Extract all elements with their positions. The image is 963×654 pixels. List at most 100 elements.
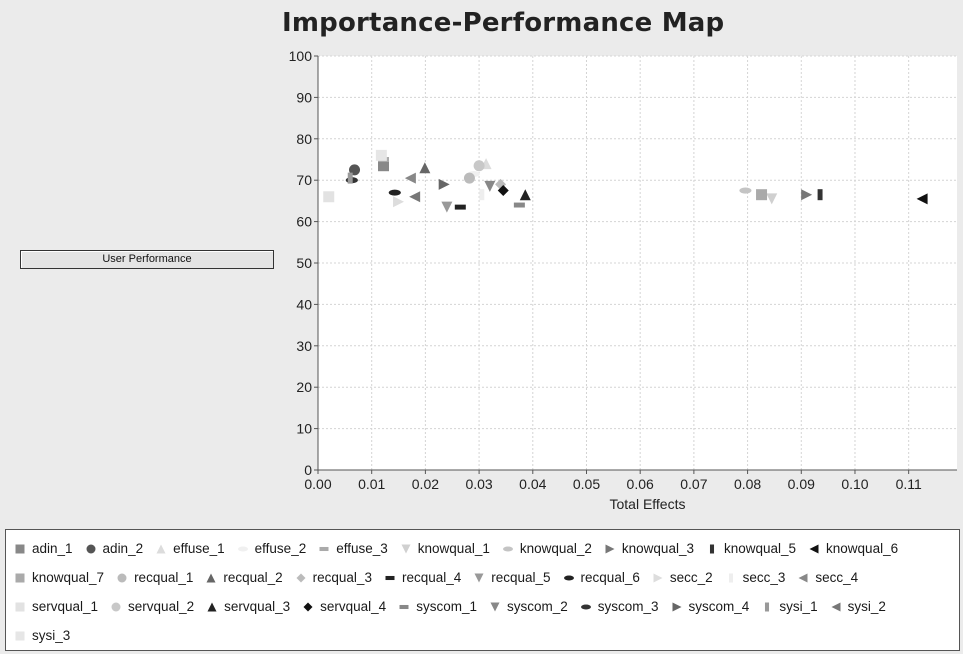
legend-marker-icon [207, 602, 217, 611]
legend-marker-icon [156, 544, 166, 553]
legend-marker [86, 544, 96, 553]
legend-item-syscom_2: syscom_2 [489, 592, 568, 621]
legend-marker-icon [474, 573, 484, 582]
legend-label: knowqual_5 [723, 541, 797, 556]
data-point-knowqual_6 [916, 193, 928, 205]
legend-marker-icon [15, 602, 25, 611]
legend-marker [15, 602, 25, 611]
legend-marker-icon [765, 602, 770, 611]
data-point-sysi_2 [409, 191, 421, 203]
y-tick-label: 70 [296, 172, 312, 188]
legend-marker-icon [15, 544, 25, 553]
user-performance-button[interactable]: User Performance [20, 250, 274, 269]
legend-item-knowqual_5: knowqual_5 [706, 534, 796, 563]
legend-item-adin_1: adin_1 [14, 534, 73, 563]
legend: adin_1 adin_2 effuse_1 effuse_2 effuse_3 know… [5, 529, 960, 651]
data-points [323, 149, 928, 213]
legend-marker-icon [206, 573, 216, 582]
legend-marker [385, 575, 395, 580]
legend-marker [237, 546, 248, 551]
data-point-sysi_1 [347, 172, 353, 184]
legend-label: syscom_1 [416, 599, 477, 614]
x-tick-label: 0.00 [304, 476, 331, 492]
legend-item-knowqual_7: knowqual_7 [14, 563, 104, 592]
legend-marker [709, 544, 714, 553]
x-tick-label: 0.05 [573, 476, 600, 492]
legend-marker-icon [319, 546, 329, 551]
legend-item-secc_2: secc_2 [652, 563, 713, 592]
data-point-syscom_2 [484, 180, 496, 192]
data-point-knowqual_7 [756, 189, 768, 201]
legend-marker-icon [385, 575, 395, 580]
data-point-servqual_4 [497, 185, 509, 197]
data-point-recqual_2 [419, 162, 431, 174]
legend-item-knowqual_2: knowqual_2 [502, 534, 592, 563]
legend-marker-icon [15, 631, 25, 640]
data-point-secc_4 [404, 172, 416, 184]
legend-label: syscom_4 [688, 599, 750, 614]
legend-item-servqual_3: servqual_3 [206, 592, 290, 621]
legend-label: sysi_3 [32, 628, 71, 643]
legend-marker-icon [653, 573, 663, 582]
x-tick-label: 0.01 [358, 476, 385, 492]
legend-item-recqual_5: recqual_5 [473, 563, 551, 592]
data-point-secc_3 [479, 189, 485, 201]
legend-marker-icon [831, 602, 841, 611]
data-point-servqual_1 [323, 191, 335, 203]
legend-label: syscom_3 [597, 599, 659, 614]
data-point-adin_2 [349, 164, 361, 176]
y-tick-label: 100 [289, 48, 313, 64]
legend-item-knowqual_6: knowqual_6 [808, 534, 898, 563]
legend-label: knowqual_6 [826, 541, 899, 556]
legend-item-knowqual_1: knowqual_1 [400, 534, 490, 563]
data-point-syscom_1 [513, 202, 525, 208]
legend-item-secc_3: secc_3 [725, 563, 786, 592]
legend-marker [831, 602, 841, 611]
x-tick-label: 0.07 [680, 476, 707, 492]
legend-marker [728, 573, 733, 582]
data-point-recqual_5 [441, 201, 453, 213]
legend-item-adin_2: adin_2 [85, 534, 144, 563]
legend-item-secc_4: secc_4 [797, 563, 858, 592]
plot-area [318, 56, 957, 470]
legend-item-recqual_4: recqual_4 [384, 563, 461, 592]
legend-label: secc_4 [815, 570, 859, 585]
legend-label: secc_3 [742, 570, 786, 585]
legend-marker [206, 573, 216, 582]
y-tick-label: 40 [296, 296, 312, 312]
legend-marker-icon [809, 544, 819, 553]
legend-label: knowqual_2 [519, 541, 592, 556]
data-point-recqual_4 [454, 204, 466, 210]
legend-marker [399, 604, 409, 609]
legend-label: recqual_2 [223, 570, 283, 585]
legend-item-sysi_3: sysi_3 [14, 621, 70, 650]
x-tick-label: 0.08 [734, 476, 761, 492]
legend-marker [117, 573, 127, 582]
legend-label: adin_2 [102, 541, 144, 556]
data-point-adin_1 [378, 160, 390, 172]
legend-marker [319, 546, 329, 551]
data-point-knowqual_3 [801, 189, 813, 201]
data-point-recqual_1 [463, 172, 475, 184]
legend-item-recqual_2: recqual_2 [205, 563, 283, 592]
y-tick-label: 0 [304, 462, 312, 478]
legend-marker [672, 602, 682, 611]
legend-marker-icon [728, 573, 733, 582]
legend-label: recqual_3 [312, 570, 372, 585]
legend-marker [111, 602, 121, 611]
legend-marker [15, 573, 25, 582]
legend-marker-icon [580, 604, 591, 609]
y-tick-label: 80 [296, 131, 312, 147]
legend-marker [156, 544, 166, 553]
x-tick-label: 0.06 [627, 476, 654, 492]
legend-marker-icon [563, 575, 574, 580]
legend-label: recqual_4 [401, 570, 462, 585]
legend-marker-icon [111, 602, 121, 611]
legend-label: servqual_1 [32, 599, 99, 614]
legend-item-syscom_4: syscom_4 [671, 592, 750, 621]
legend-label: servqual_3 [224, 599, 291, 614]
data-point-knowqual_2 [739, 187, 752, 194]
legend-marker [798, 573, 808, 582]
legend-marker-icon [709, 544, 714, 553]
legend-marker [605, 544, 615, 553]
